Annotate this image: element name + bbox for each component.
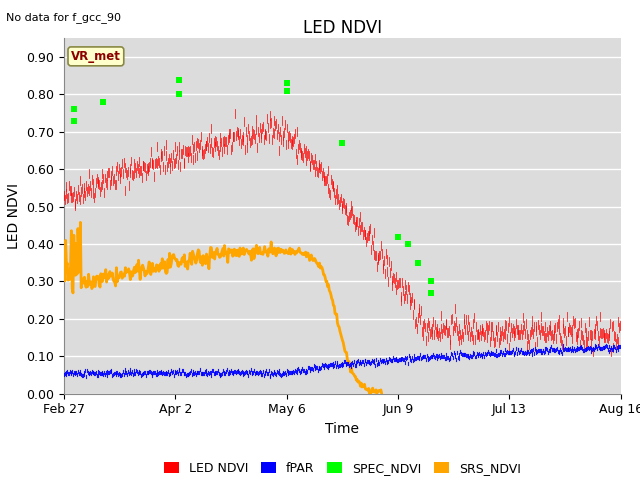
Point bbox=[173, 76, 184, 84]
Text: VR_met: VR_met bbox=[71, 50, 121, 63]
Point bbox=[413, 259, 423, 266]
Point bbox=[68, 106, 79, 113]
Text: No data for f_gcc_90: No data for f_gcc_90 bbox=[6, 12, 122, 23]
Point bbox=[98, 98, 108, 106]
Point bbox=[68, 117, 79, 124]
Point bbox=[426, 277, 436, 285]
X-axis label: Time: Time bbox=[325, 422, 360, 436]
Title: LED NDVI: LED NDVI bbox=[303, 19, 382, 37]
Point bbox=[282, 79, 292, 87]
Point bbox=[337, 139, 348, 147]
Point bbox=[173, 91, 184, 98]
Point bbox=[403, 240, 413, 248]
Y-axis label: LED NDVI: LED NDVI bbox=[7, 183, 20, 249]
Point bbox=[393, 233, 403, 240]
Point bbox=[426, 289, 436, 297]
Legend: LED NDVI, fPAR, SPEC_NDVI, SRS_NDVI: LED NDVI, fPAR, SPEC_NDVI, SRS_NDVI bbox=[159, 456, 525, 480]
Point bbox=[282, 87, 292, 95]
